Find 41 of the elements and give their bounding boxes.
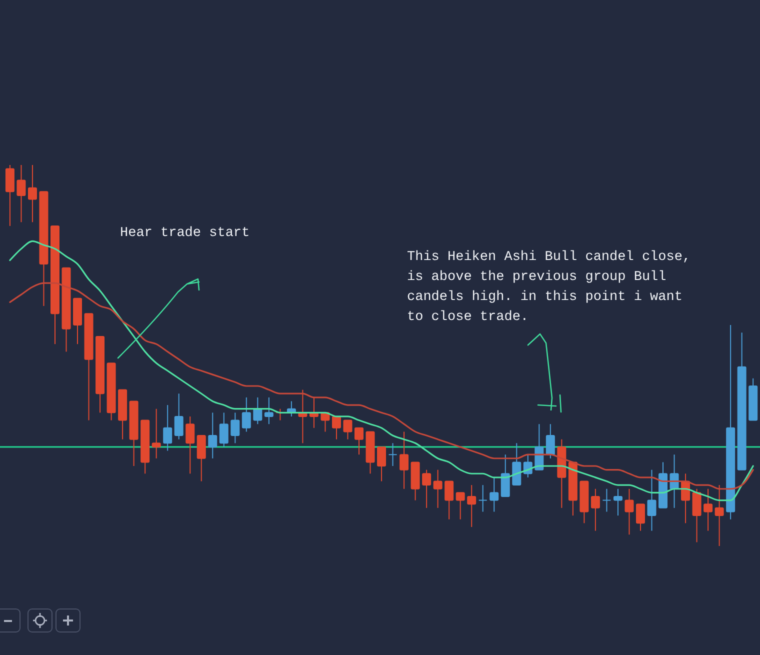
candlestick	[208, 412, 218, 459]
candlestick	[163, 404, 172, 452]
candlestick	[354, 427, 364, 456]
candlestick	[613, 488, 622, 516]
candlestick	[377, 446, 386, 482]
candlestick	[467, 484, 476, 528]
annotation: This Heiken Ashi Bull candel close, is above the previous group Bull candels high. in this point i want to close trade.	[407, 250, 691, 325]
candlestick	[602, 488, 612, 512]
candlestick	[433, 469, 442, 508]
candlestick	[456, 492, 465, 520]
candlestick	[400, 431, 409, 490]
candlestick	[343, 420, 352, 440]
candlestick	[512, 442, 522, 486]
candlestick	[230, 412, 240, 444]
candlestick	[422, 469, 432, 508]
candlestick	[490, 476, 499, 512]
candlestick	[647, 469, 656, 532]
candlestick	[704, 488, 713, 532]
candlestick	[500, 454, 510, 497]
candlestick	[692, 488, 702, 543]
candlestick	[590, 488, 600, 532]
candlestick	[28, 164, 37, 223]
candlestick	[186, 416, 195, 474]
candlestick	[546, 424, 555, 459]
candlestick	[332, 416, 341, 440]
candlestick	[478, 484, 488, 512]
candlestick	[253, 396, 262, 425]
annotation: Hear trade start	[120, 226, 250, 241]
candlestick	[5, 164, 14, 226]
candlestick	[16, 164, 26, 223]
candlestick	[624, 488, 634, 536]
candlestick	[388, 442, 398, 467]
candlestick	[636, 504, 645, 532]
candlestick	[152, 408, 161, 459]
candlestick	[444, 480, 454, 520]
candlestick	[264, 396, 274, 425]
candlestick	[242, 396, 251, 432]
candlestick	[219, 412, 228, 448]
candlestick	[196, 435, 206, 482]
candlestick	[714, 484, 724, 547]
candlestick	[174, 393, 184, 440]
